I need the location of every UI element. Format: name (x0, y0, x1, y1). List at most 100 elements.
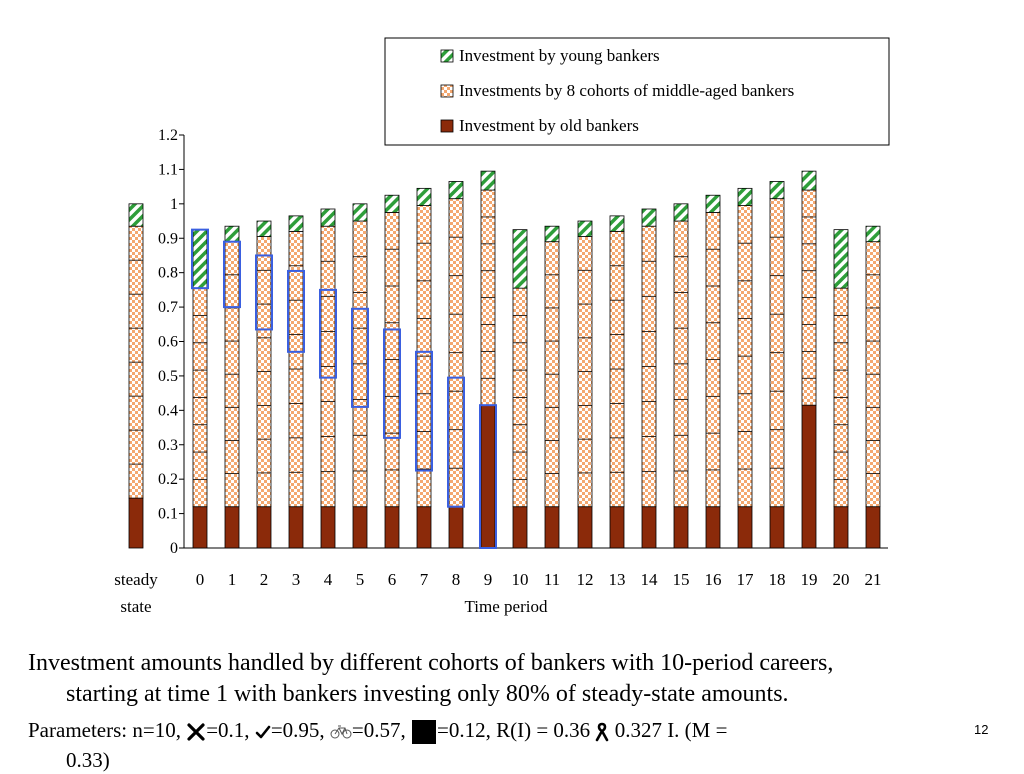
bar-segment (320, 506, 336, 549)
stacked-bar-chart: Investment by young bankers Investments b… (114, 37, 890, 616)
cohort-highlight (479, 404, 497, 549)
cohort-highlight (223, 240, 241, 309)
bar-segment (480, 404, 496, 549)
bar-stack (673, 203, 689, 549)
bar-segment (128, 497, 144, 549)
y-tick-label: 0.8 (158, 265, 178, 282)
bar-segment (705, 506, 721, 549)
y-tick-label: 1.2 (158, 127, 178, 144)
y-tick-label: 0 (170, 540, 178, 557)
bar-stack (256, 220, 272, 549)
x-tick-label: 7 (420, 570, 429, 589)
x-tick-label: 18 (769, 570, 786, 589)
bar-stack (480, 170, 496, 549)
cohort-highlight (447, 376, 465, 508)
bar-segment (256, 506, 272, 549)
x-tick-label: 17 (737, 570, 755, 589)
bicycle-symbol-icon (330, 725, 352, 739)
bar-stack (865, 225, 881, 549)
cohort-highlight (383, 328, 401, 439)
legend-swatch (440, 84, 454, 98)
x-tick-label: state (120, 597, 151, 616)
y-tick-label: 0.4 (158, 402, 178, 419)
legend-swatch (440, 119, 454, 133)
legend-label: Investments by 8 cohorts of middle-aged … (459, 81, 794, 100)
bar-segment (673, 203, 689, 222)
bar-stack (128, 203, 144, 549)
bar-segment (384, 194, 400, 213)
bar-segment (833, 229, 849, 289)
x-tick-label: 0 (196, 570, 205, 589)
bar-segment (641, 208, 657, 227)
x-tick-label: 10 (512, 570, 529, 589)
y-tick-label: 1.1 (158, 161, 178, 178)
caption-line-2: starting at time 1 with bankers investin… (66, 681, 789, 707)
bar-segment (384, 506, 400, 549)
bar-segment (512, 506, 528, 549)
bar-segment (288, 506, 304, 549)
x-tick-label: 11 (544, 570, 560, 589)
bar-stack (801, 170, 817, 549)
y-tick-label: 0.2 (158, 471, 178, 488)
bar-segment (352, 506, 368, 549)
x-axis-title: Time period (465, 597, 548, 616)
x-tick-label: 20 (833, 570, 850, 589)
x-tick-label: 2 (260, 570, 269, 589)
legend-label: Investment by old bankers (459, 116, 639, 135)
bar-stack (416, 187, 432, 549)
bar-stack (544, 225, 560, 549)
legend-box (384, 37, 890, 146)
bar-stack (352, 203, 368, 549)
slide-number: 12 (974, 722, 989, 737)
bar-segment (769, 506, 785, 549)
bar-stack (448, 181, 464, 549)
bar-segment (192, 229, 208, 289)
bar-stack (512, 229, 528, 549)
x-tick-label: steady (114, 570, 158, 589)
bar-segment (416, 187, 432, 206)
bar-stack (384, 194, 400, 549)
bar-segment (352, 203, 368, 222)
x-tick-label: 12 (577, 570, 594, 589)
x-tick-label: 19 (801, 570, 818, 589)
bar-segment (480, 170, 496, 191)
cohort-highlight (287, 269, 305, 353)
bar-segment (256, 220, 272, 237)
bar-stack (769, 181, 785, 549)
bar-segment (288, 215, 304, 232)
x-tick-label: 9 (484, 570, 493, 589)
params-text-6: 0.327 I. (M = (609, 718, 728, 742)
checkmark-symbol-icon (255, 725, 271, 739)
x-tick-label: 15 (673, 570, 690, 589)
bar-segment (512, 229, 528, 289)
y-tick-label: 0.5 (158, 368, 178, 385)
bar-segment (801, 404, 817, 549)
cohort-highlight (255, 254, 273, 331)
filled-square-symbol-icon (412, 720, 436, 745)
cohort-highlight (191, 228, 209, 290)
bar-segment (737, 187, 753, 206)
x-tick-label: 6 (388, 570, 397, 589)
bar-segment (865, 225, 881, 243)
params-text-2: =0.1, (206, 718, 255, 742)
params-text-4: =0.57, (351, 718, 411, 742)
params-text-3: =0.95, (270, 718, 330, 742)
cohort-highlight (319, 288, 337, 379)
x-tick-label: 14 (641, 570, 659, 589)
highlighted-cohort (191, 228, 497, 549)
x-tick-label: 4 (324, 570, 333, 589)
cross-symbol-icon (187, 723, 205, 741)
bar-stack (224, 225, 240, 549)
legend-label: Investment by young bankers (459, 46, 660, 65)
bar-segment (833, 506, 849, 549)
bar-segment (320, 208, 336, 227)
x-tick-label: 8 (452, 570, 461, 589)
caption: Investment amounts handled by different … (28, 648, 998, 710)
bar-segment (641, 506, 657, 549)
bar-segment (673, 506, 689, 549)
bar-segment (801, 170, 817, 191)
bar-segment (737, 506, 753, 549)
bar-segment (224, 506, 240, 549)
bar-stack (737, 187, 753, 549)
bar-segment (192, 506, 208, 549)
